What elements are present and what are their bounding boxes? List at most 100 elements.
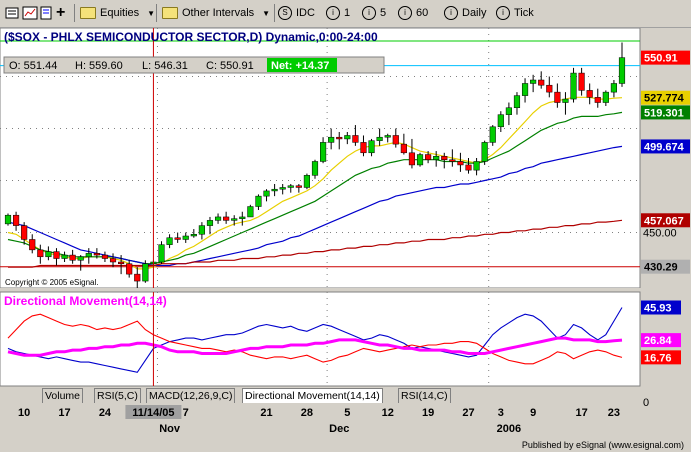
candle — [174, 232, 181, 243]
candle — [521, 78, 529, 103]
candle — [239, 211, 246, 226]
interval-1-button[interactable]: i 1 — [326, 3, 350, 23]
svg-text:16.76: 16.76 — [644, 352, 672, 364]
indicator-line — [7, 307, 623, 373]
x-tick-label: 27 — [462, 407, 474, 419]
candle — [416, 152, 424, 167]
svg-text:550.91: 550.91 — [644, 53, 678, 65]
clock-icon: i — [362, 6, 376, 20]
cursor-date-label: 11/14/05 — [125, 405, 182, 419]
candle — [610, 80, 617, 98]
candle — [497, 111, 504, 132]
candle — [578, 67, 585, 96]
candle — [433, 151, 440, 167]
footer: Published by eSignal (www.esignal.com) — [522, 440, 684, 450]
candle — [384, 133, 391, 143]
candle — [37, 244, 44, 264]
x-tick-label: 9 — [530, 407, 536, 419]
chevron-down-icon: ▼ — [262, 8, 271, 18]
clock-icon: i — [326, 6, 340, 20]
interval-5-button[interactable]: i 5 — [362, 3, 386, 23]
value-tag: 45.93 — [641, 300, 681, 315]
open-value: O: 551.44 — [9, 60, 57, 72]
daily-button[interactable]: i Daily — [444, 3, 486, 23]
candle — [465, 158, 472, 174]
folder-icon — [80, 7, 96, 19]
x-month-label: 2006 — [497, 423, 521, 435]
candle — [223, 211, 230, 224]
x-tick-label: 17 — [58, 407, 70, 419]
chart-icon[interactable] — [22, 3, 38, 23]
value-tag: 26.84 — [641, 333, 681, 348]
candle — [190, 229, 197, 238]
candle — [287, 184, 294, 193]
chart-area[interactable]: ($SOX - PHLX SEMICONDUCTOR SECTOR,D) Dyn… — [0, 28, 691, 452]
clock-icon: i — [398, 6, 412, 20]
interval-dropdown[interactable]: Other Intervals ▼ — [162, 3, 270, 23]
tick-button[interactable]: i Tick — [496, 3, 534, 23]
interval-60-button[interactable]: i 60 — [398, 3, 428, 23]
tab-rsi-5-c[interactable]: RSI(5,C) — [94, 388, 141, 403]
svg-text:457.067: 457.067 — [644, 215, 684, 227]
moving-average-line — [7, 96, 623, 270]
price-tag: 550.91 — [641, 50, 690, 65]
x-tick-label: 24 — [99, 407, 112, 419]
candle — [449, 149, 456, 167]
candle — [134, 267, 141, 288]
price-tag: 527.774 — [641, 90, 690, 105]
clock-icon: i — [496, 6, 510, 20]
indicator-line — [7, 336, 623, 357]
tab-volume[interactable]: Volume — [42, 388, 84, 403]
moving-average-line — [8, 219, 623, 268]
indicator-line — [7, 313, 623, 365]
candle — [602, 90, 609, 106]
x-tick-label: 19 — [422, 407, 434, 419]
candle — [77, 255, 84, 271]
candle — [255, 194, 262, 210]
candle — [206, 216, 214, 235]
page-icon[interactable] — [38, 3, 54, 23]
candle — [279, 184, 286, 195]
svg-text:11/14/05: 11/14/05 — [132, 407, 174, 419]
x-tick-label: 28 — [301, 407, 313, 419]
svg-text:499.674: 499.674 — [644, 141, 685, 153]
candle — [554, 83, 561, 108]
candle — [546, 76, 553, 98]
indicator-title: Directional Movement(14,14) — [4, 294, 167, 308]
chart-title: ($SOX - PHLX SEMICONDUCTOR SECTOR,D) Dyn… — [4, 30, 378, 44]
add-icon[interactable]: + — [56, 4, 66, 21]
candle — [271, 184, 278, 197]
candle — [142, 260, 149, 283]
x-month-label: Dec — [329, 423, 349, 435]
candle — [109, 253, 117, 268]
candle — [352, 125, 359, 146]
candle — [586, 83, 593, 105]
candle — [457, 152, 464, 172]
candle — [247, 204, 254, 218]
svg-text:527.774: 527.774 — [644, 93, 685, 105]
symbols-dropdown[interactable]: Equities ▼ — [80, 3, 155, 23]
indicator-pane[interactable] — [0, 291, 641, 387]
candle — [538, 71, 545, 89]
candle — [13, 211, 20, 231]
candle — [311, 159, 319, 179]
svg-text:45.93: 45.93 — [644, 303, 672, 315]
candle — [513, 92, 521, 115]
open-icon[interactable] — [4, 3, 20, 23]
candle — [392, 128, 399, 148]
candle — [21, 222, 28, 245]
price-tag: 519.301 — [641, 105, 690, 120]
tab-directional-movement-14-14[interactable]: Directional Movement(14,14) — [242, 388, 383, 403]
candle — [158, 241, 165, 264]
idc-button[interactable]: S IDC — [278, 3, 315, 23]
interval-label: Other Intervals — [182, 7, 255, 19]
moving-average-line — [7, 145, 623, 267]
x-tick-label: 7 — [183, 407, 189, 419]
clock-icon: S — [278, 6, 292, 20]
close-value: C: 550.91 — [206, 60, 254, 72]
tab-macd-12-26-9-c[interactable]: MACD(12,26,9,C) — [146, 388, 236, 403]
tab-rsi-14-c[interactable]: RSI(14,C) — [398, 388, 451, 403]
candle — [441, 152, 448, 169]
candle — [126, 260, 133, 278]
x-tick-label: 21 — [260, 407, 272, 419]
